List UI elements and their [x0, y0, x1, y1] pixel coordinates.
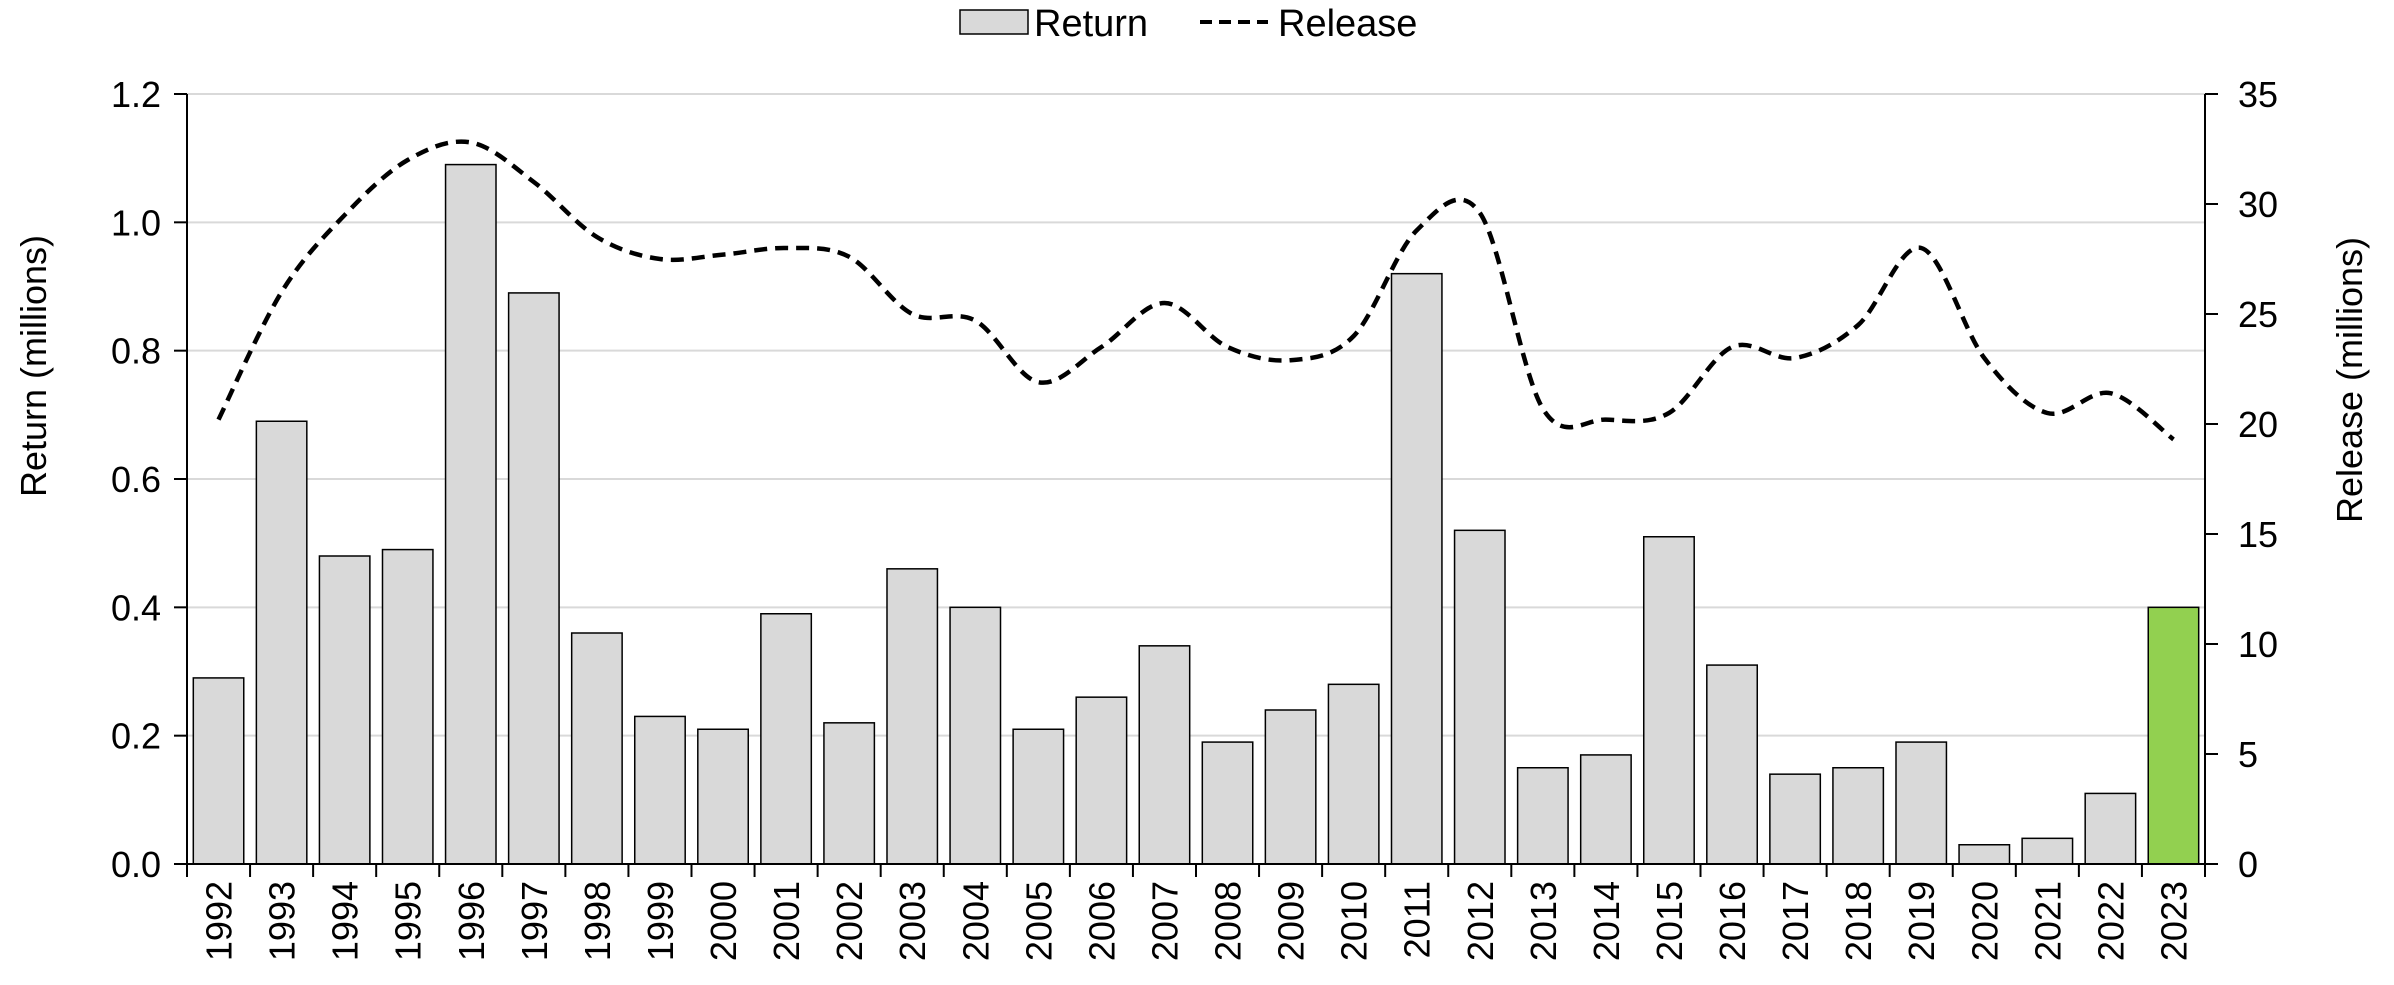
y-right-tick-label: 20	[2238, 404, 2278, 445]
return-bar	[255, 420, 308, 865]
x-tick-label: 2014	[1586, 881, 1627, 961]
y-right-axis-title: Release (millions)	[2329, 237, 2370, 523]
x-tick-label: 2006	[1081, 881, 1122, 961]
y-left-tick-label: 0.2	[111, 716, 161, 757]
return-bar	[1769, 773, 1822, 865]
x-tick-label: 2009	[1271, 881, 1312, 961]
y-right-tick-label: 0	[2238, 844, 2258, 885]
x-tick-label: 2002	[829, 881, 870, 961]
x-tick-label: 2011	[1397, 881, 1438, 958]
y-left-tick-label: 0.0	[111, 844, 161, 885]
x-tick-label: 2022	[2090, 881, 2131, 961]
return-bar	[1642, 536, 1695, 865]
x-tick-label: 2013	[1523, 881, 1564, 961]
y-left-tick-label: 1.0	[111, 202, 161, 243]
x-tick-label: 1995	[388, 881, 429, 961]
x-tick-label: 2020	[1964, 881, 2005, 961]
y-left-axis-title: Return (millions)	[13, 235, 54, 497]
x-tick-label: 1994	[325, 881, 366, 961]
return-bar	[823, 722, 876, 865]
legend: Return Release	[959, 3, 1417, 45]
return-bar	[192, 677, 245, 865]
return-bar	[1138, 645, 1191, 865]
return-bar	[633, 715, 686, 865]
return-bar	[760, 613, 813, 865]
x-tick-label: 2017	[1775, 881, 1816, 961]
axes: 0.0 0.2 0.4 0.6 0.8 1.0 1.2 0 5 10 15 20 25 30 35 1992 1…	[111, 74, 2278, 961]
return-bar	[1453, 529, 1506, 865]
return-bar	[1832, 767, 1885, 865]
return-bar	[1706, 664, 1759, 865]
legend-release-label: Release	[1278, 3, 1417, 45]
y-left-tick-label: 0.8	[111, 331, 161, 372]
x-tick-label: 1998	[577, 881, 618, 961]
x-tick-label: 1999	[640, 881, 681, 961]
x-tick-label: 2008	[1208, 881, 1249, 961]
y-right-tick-label: 30	[2238, 184, 2278, 225]
return-bar	[2021, 837, 2074, 865]
x-tick-label: 1996	[451, 881, 492, 961]
x-tick-label: 2021	[2027, 881, 2068, 961]
x-tick-label: 2016	[1712, 881, 1753, 961]
return-bar	[381, 548, 434, 865]
return-bar	[1075, 696, 1128, 865]
x-tick-label: 2003	[892, 881, 933, 961]
x-tick-label: 2007	[1145, 881, 1186, 961]
return-bar	[886, 568, 939, 865]
return-bar	[697, 728, 750, 865]
x-tick-label: 2015	[1649, 881, 1690, 961]
x-tick-label: 2023	[2154, 881, 2195, 961]
return-bar	[1958, 844, 2011, 865]
y-right-tick-label: 15	[2238, 514, 2278, 555]
return-bar	[1012, 728, 1065, 865]
x-tick-label: 2018	[1838, 881, 1879, 961]
return-bar	[1579, 754, 1632, 865]
return-bar	[1264, 709, 1317, 865]
x-tick-label: 1992	[199, 881, 240, 961]
x-tick-label: 2005	[1018, 881, 1059, 961]
y-right-tick-label: 25	[2238, 294, 2278, 335]
legend-return-label: Return	[1034, 3, 1148, 45]
return-bar	[507, 292, 560, 865]
return-bar	[318, 555, 371, 865]
return-bar	[2084, 792, 2137, 865]
y-right-tick-label: 35	[2238, 74, 2278, 115]
x-tick-label: 2001	[766, 881, 807, 961]
release-line-layer	[216, 139, 2175, 442]
x-tick-label: 2019	[1901, 881, 1942, 961]
legend-return-swatch	[959, 9, 1029, 35]
y-left-tick-label: 0.4	[111, 587, 161, 628]
y-left-tick-label: 0.6	[111, 459, 161, 500]
x-tick-label: 2000	[703, 881, 744, 961]
x-tick-label: 2012	[1460, 881, 1501, 961]
return-bar	[1895, 741, 1948, 865]
x-tick-label: 2004	[955, 881, 996, 961]
y-right-tick-label: 10	[2238, 624, 2278, 665]
release-line	[216, 139, 2175, 442]
return-bar	[1201, 741, 1254, 865]
return-bar	[1327, 683, 1380, 865]
y-left-tick-label: 1.2	[111, 74, 161, 115]
return-bar	[570, 632, 623, 865]
return-bar	[1390, 272, 1443, 865]
x-tick-label: 2010	[1334, 881, 1375, 961]
return-bar	[2147, 606, 2200, 865]
return-bar	[444, 163, 497, 865]
return-bar	[1516, 767, 1569, 865]
x-tick-label: 1997	[514, 881, 555, 961]
return-bar	[949, 606, 1002, 865]
x-tick-label: 1993	[262, 881, 303, 961]
return-bars	[192, 163, 2200, 865]
y-right-tick-label: 5	[2238, 734, 2258, 775]
